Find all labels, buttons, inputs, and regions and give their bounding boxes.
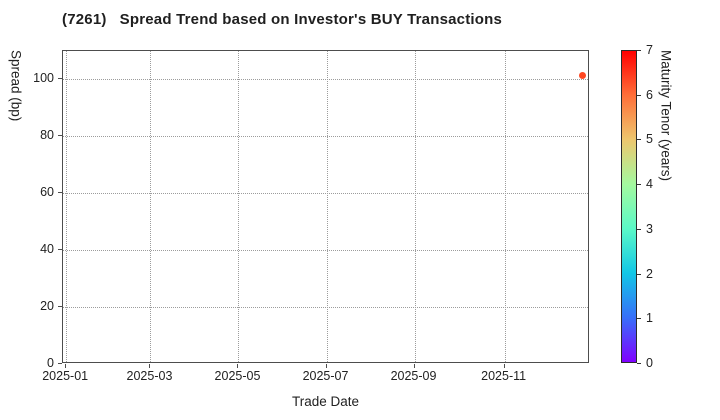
- x-tick-mark: [149, 364, 151, 368]
- y-tick-mark: [58, 135, 62, 137]
- x-tick-mark: [325, 364, 327, 368]
- y-gridline: [63, 250, 588, 252]
- x-tick-mark: [237, 364, 239, 368]
- y-axis-label: Spread (bp): [8, 50, 24, 122]
- colorbar-tick-label: 4: [646, 176, 653, 191]
- y-tick-mark: [58, 306, 62, 308]
- colorbar-tick-mark: [637, 50, 641, 51]
- x-gridline: [150, 51, 152, 362]
- y-tick-label: 60: [40, 185, 54, 200]
- colorbar-tick-mark: [637, 184, 641, 186]
- y-tick-mark: [58, 78, 62, 80]
- y-tick-label: 20: [40, 298, 54, 313]
- y-tick-label: 0: [47, 355, 54, 370]
- x-tick-label: 2025-01: [42, 369, 89, 383]
- x-gridline: [326, 51, 328, 362]
- y-tick-label: 80: [40, 128, 54, 143]
- colorbar-tick-label: 3: [646, 221, 653, 236]
- colorbar-tick-label: 5: [646, 132, 653, 147]
- colorbar-tick-mark: [637, 318, 641, 320]
- colorbar-tick-label: 1: [646, 311, 653, 326]
- x-tick-label: 2025-11: [481, 369, 527, 383]
- x-axis-label: Trade Date: [291, 394, 360, 409]
- x-tick-mark: [503, 364, 505, 368]
- x-gridline: [238, 51, 240, 362]
- x-tick-label: 2025-05: [214, 369, 261, 383]
- y-gridline: [63, 307, 588, 309]
- colorbar-tick-mark: [637, 273, 641, 275]
- x-gridline: [66, 51, 68, 362]
- x-gridline: [414, 51, 416, 362]
- colorbar-tick-mark: [637, 94, 641, 96]
- colorbar-label: Maturity Tenor (years): [658, 50, 674, 182]
- colorbar-tick-mark: [637, 363, 641, 364]
- y-gridline: [63, 136, 588, 138]
- colorbar-tick-label: 7: [646, 42, 653, 57]
- y-gridline: [63, 193, 588, 195]
- colorbar-tick-mark: [637, 139, 641, 141]
- x-tick-label: 2025-09: [390, 369, 437, 383]
- plot-area: [62, 50, 589, 363]
- y-tick-mark: [58, 249, 62, 251]
- x-tick-mark: [65, 364, 67, 368]
- y-tick-label: 100: [33, 71, 54, 86]
- y-tick-mark: [58, 363, 62, 364]
- x-gridline: [504, 51, 506, 362]
- colorbar-tick-label: 0: [646, 355, 653, 370]
- x-tick-label: 2025-07: [302, 369, 349, 383]
- y-gridline: [63, 79, 588, 81]
- colorbar-gradient: [621, 50, 637, 363]
- x-tick-mark: [413, 364, 415, 368]
- y-tick-mark: [58, 192, 62, 194]
- x-tick-label: 2025-03: [126, 369, 173, 383]
- scatter-point: [579, 72, 587, 80]
- colorbar-tick-label: 6: [646, 87, 653, 102]
- colorbar-tick-mark: [637, 228, 641, 230]
- colorbar-tick-label: 2: [646, 266, 653, 281]
- chart-title: (7261) Spread Trend based on Investor's …: [62, 11, 503, 28]
- y-tick-label: 40: [40, 241, 54, 256]
